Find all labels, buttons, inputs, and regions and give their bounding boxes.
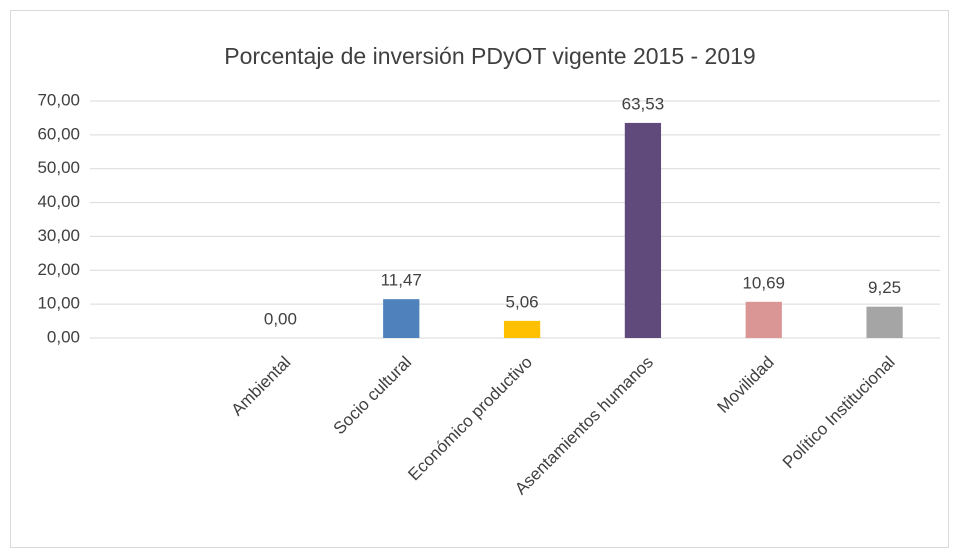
- data-label: 0,00: [264, 309, 297, 328]
- y-tick-label: 70,00: [37, 90, 80, 109]
- bar: [745, 301, 782, 338]
- data-label: 63,53: [622, 94, 665, 113]
- bar: [503, 320, 541, 338]
- bar: [624, 122, 662, 338]
- y-tick-label: 10,00: [37, 294, 80, 313]
- y-tick-label: 30,00: [37, 226, 80, 245]
- data-label: 10,69: [742, 273, 785, 292]
- chart-frame: [10, 10, 949, 548]
- data-label: 5,06: [506, 292, 539, 311]
- bar: [866, 306, 903, 338]
- y-tick-label: 40,00: [37, 192, 80, 211]
- data-label: 11,47: [381, 271, 422, 290]
- y-tick-label: 20,00: [37, 260, 80, 279]
- y-tick-label: 60,00: [37, 124, 80, 143]
- y-tick-label: 50,00: [37, 158, 80, 177]
- chart-title: Porcentaje de inversión PDyOT vigente 20…: [224, 43, 755, 69]
- data-label: 9,25: [868, 278, 901, 297]
- bar: [383, 299, 420, 338]
- y-tick-label: 0,00: [47, 327, 80, 346]
